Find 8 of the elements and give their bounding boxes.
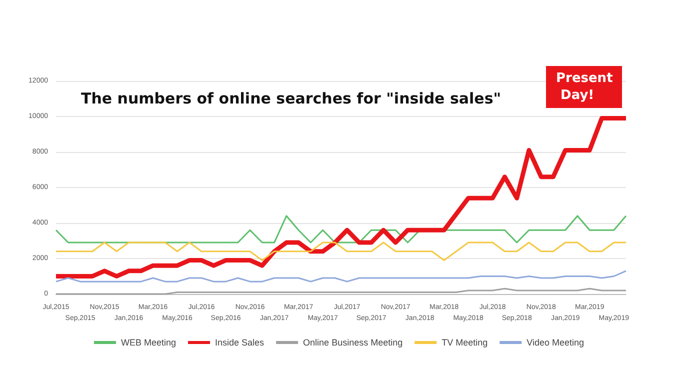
text: The numbers of online searches for "inside sales" [81, 90, 502, 108]
legend-label: WEB Meeting [121, 338, 176, 348]
legend-label: Inside Sales [215, 338, 265, 348]
legend-label: Video Meeting [526, 338, 584, 348]
legend-label: TV Meeting [442, 338, 488, 348]
legend-label: Online Business Meeting [303, 338, 403, 348]
line-series [55, 270, 627, 282]
annotation: Present Day! [556, 71, 613, 103]
